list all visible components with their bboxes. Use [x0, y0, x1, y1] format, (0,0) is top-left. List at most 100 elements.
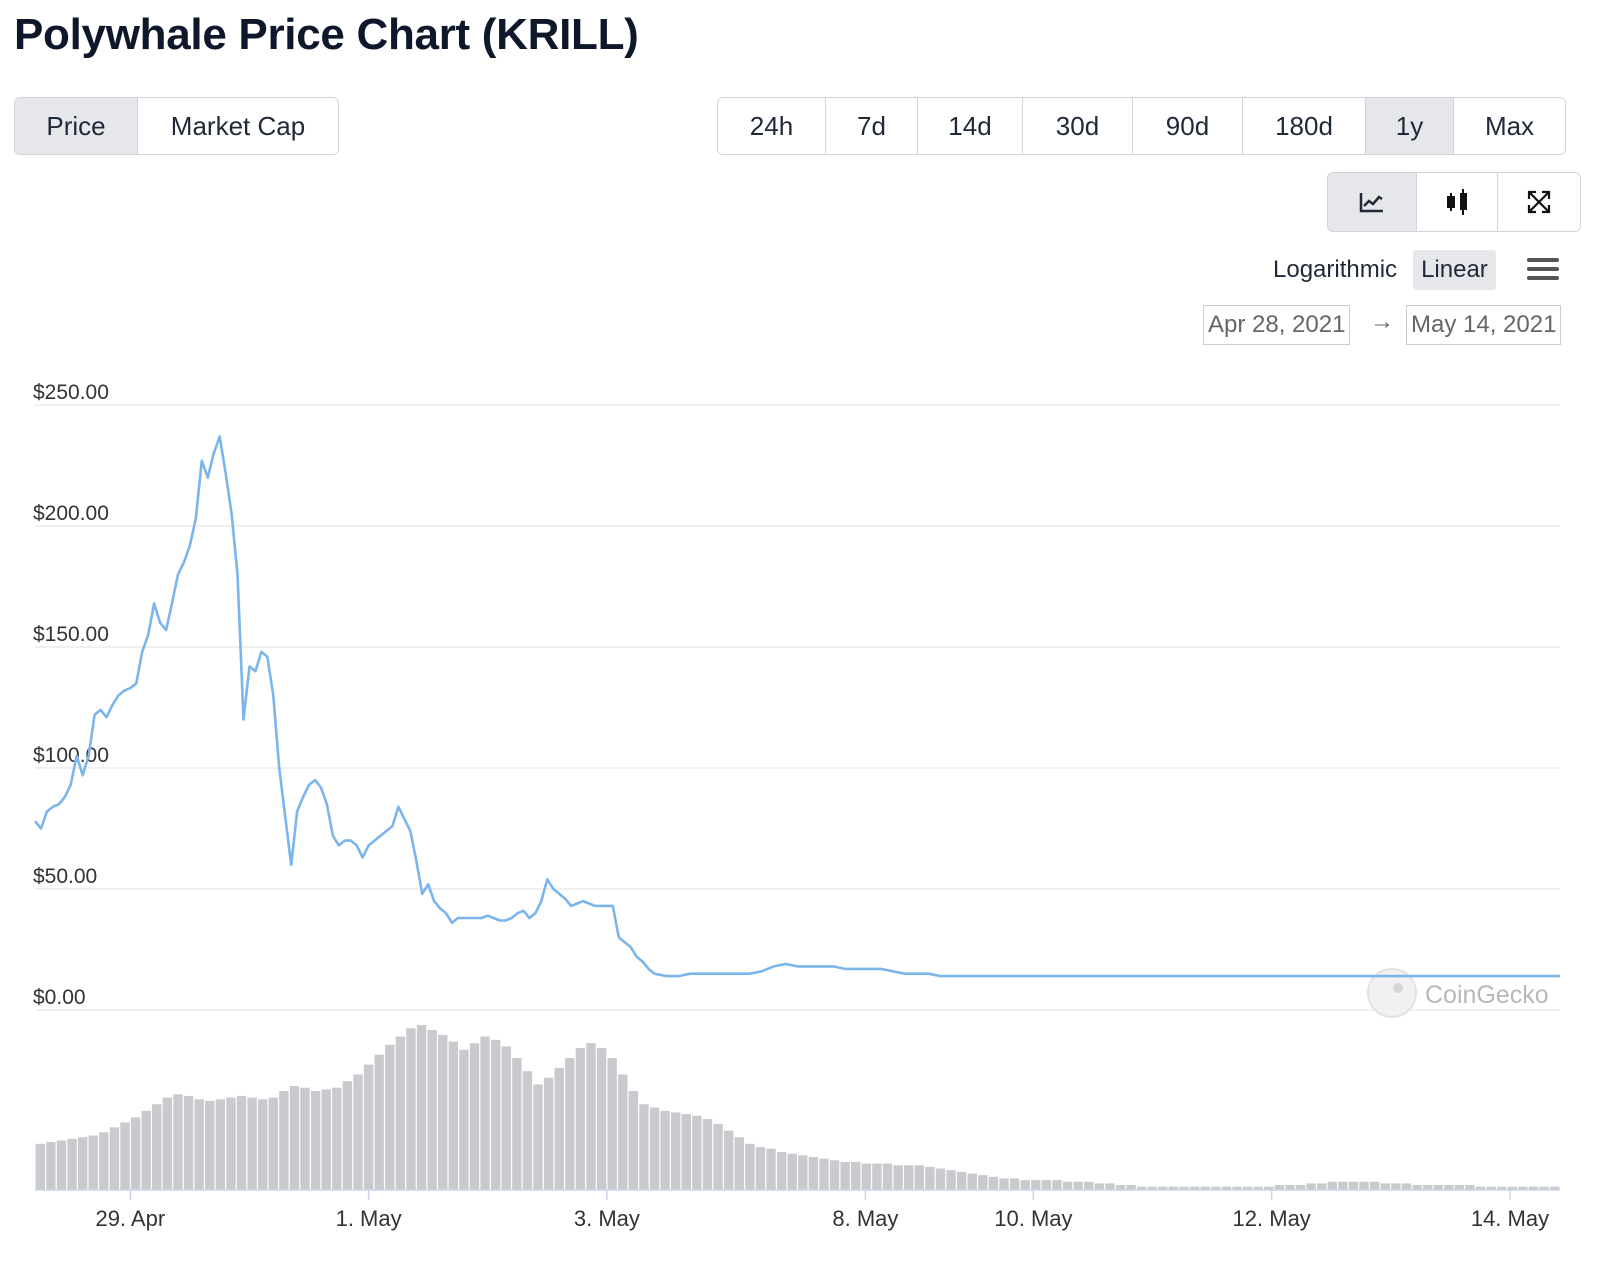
- volume-bar: [618, 1074, 628, 1190]
- volume-bar: [1412, 1185, 1422, 1190]
- range-1y[interactable]: 1y: [1366, 98, 1454, 154]
- volume-bar: [1168, 1186, 1179, 1190]
- volume-bar: [1264, 1186, 1274, 1190]
- volume-bar: [702, 1119, 713, 1190]
- volume-bar: [914, 1165, 924, 1190]
- volume-bar: [1433, 1185, 1443, 1190]
- volume-bar: [1211, 1186, 1221, 1190]
- volume-bar: [1507, 1186, 1518, 1190]
- volume-bar: [1486, 1186, 1496, 1190]
- range-max[interactable]: Max: [1484, 110, 1535, 141]
- x-tick-label: 10. May: [994, 1206, 1072, 1231]
- volume-bar: [480, 1036, 490, 1190]
- candlestick-button[interactable]: [1417, 173, 1498, 231]
- volume-bar: [46, 1142, 56, 1190]
- range-90d[interactable]: 90d: [1133, 98, 1243, 154]
- volume-bar: [99, 1132, 109, 1190]
- volume-bar: [448, 1041, 459, 1190]
- volume-bar: [416, 1025, 427, 1190]
- volume-bar: [1528, 1186, 1539, 1190]
- volume-bar: [607, 1058, 617, 1190]
- chart-type-tabs: [1327, 172, 1581, 232]
- y-tick-label: $150.00: [33, 623, 109, 646]
- volume-bar: [247, 1097, 257, 1190]
- volume-bar: [1115, 1185, 1126, 1190]
- volume-bar: [723, 1130, 734, 1190]
- linear-option[interactable]: Linear: [1413, 250, 1496, 290]
- volume-bar: [1136, 1186, 1147, 1190]
- date-from-input[interactable]: Apr 28, 2021: [1203, 305, 1351, 345]
- volume-bar: [893, 1165, 903, 1190]
- scale-toggle: Logarithmic Linear: [1265, 250, 1496, 290]
- volume-bar: [543, 1077, 554, 1190]
- volume-bar: [427, 1029, 437, 1190]
- volume-bar: [35, 1143, 45, 1190]
- volume-bar: [946, 1170, 956, 1190]
- tab-market-cap[interactable]: Market Cap: [170, 110, 306, 141]
- volume-bar: [490, 1039, 501, 1190]
- price-series-line: [33, 435, 1560, 978]
- volume-bar: [1158, 1186, 1168, 1190]
- date-to-input[interactable]: May 14, 2021: [1406, 305, 1562, 345]
- range-7d[interactable]: 7d: [826, 98, 918, 154]
- grid-lines: [35, 404, 1560, 1011]
- volume-bar: [1105, 1183, 1115, 1190]
- volume-bar: [1031, 1180, 1041, 1190]
- volume-bar: [628, 1091, 639, 1190]
- page-title: Polywhale Price Chart (KRILL): [14, 10, 639, 59]
- y-tick-label: $250.00: [33, 381, 109, 404]
- volume-bar: [1062, 1181, 1073, 1190]
- volume-bar: [374, 1054, 384, 1190]
- volume-bar: [1475, 1186, 1486, 1190]
- volume-bar: [120, 1122, 130, 1190]
- watermark-text: CoinGecko: [1425, 981, 1549, 1009]
- range-30d[interactable]: 30d: [1023, 98, 1133, 154]
- volume-bar: [819, 1158, 829, 1190]
- fullscreen-icon: [1527, 190, 1551, 214]
- y-tick-label: $200.00: [33, 502, 109, 525]
- menu-icon[interactable]: [1527, 258, 1559, 284]
- volume-bar: [787, 1153, 797, 1190]
- volume-bar: [1359, 1181, 1369, 1190]
- volume-bar: [77, 1137, 88, 1190]
- line-chart-button[interactable]: [1328, 173, 1417, 231]
- volume-bar: [236, 1095, 247, 1190]
- volume-bar: [999, 1178, 1009, 1190]
- volume-bar: [152, 1104, 162, 1190]
- y-tick-label: $50.00: [33, 865, 97, 888]
- volume-bar: [956, 1171, 967, 1190]
- volume-bar: [935, 1168, 946, 1190]
- price-chart: $0.00$50.00$100.00$150.00$200.00$250.00 …: [33, 381, 1560, 1231]
- range-180d[interactable]: 180d: [1243, 98, 1366, 154]
- volume-bar: [851, 1161, 861, 1190]
- range-24h[interactable]: 24h: [718, 98, 826, 154]
- volume-bar: [840, 1161, 850, 1190]
- volume-bar: [1179, 1186, 1189, 1190]
- logarithmic-option[interactable]: Logarithmic: [1273, 256, 1398, 283]
- volume-bar: [596, 1048, 607, 1190]
- volume-bar: [554, 1067, 564, 1190]
- volume-bar: [194, 1099, 204, 1190]
- volume-bar: [586, 1043, 596, 1190]
- volume-bar: [289, 1086, 300, 1190]
- volume-bar: [406, 1028, 416, 1190]
- range-14d[interactable]: 14d: [918, 98, 1023, 154]
- volume-bar: [522, 1071, 533, 1190]
- volume-bar: [978, 1175, 988, 1190]
- volume-bar: [1009, 1178, 1020, 1190]
- volume-bar: [1401, 1183, 1412, 1190]
- volume-bar: [713, 1124, 723, 1190]
- volume-bar: [872, 1163, 882, 1190]
- metric-tabs: Price Market Cap: [14, 97, 339, 155]
- volume-bar: [1094, 1183, 1105, 1190]
- volume-bar: [1391, 1183, 1401, 1190]
- volume-bar: [215, 1099, 226, 1190]
- volume-bar: [925, 1166, 935, 1190]
- volume-bar: [353, 1074, 363, 1190]
- x-tick-label: 1. May: [336, 1206, 402, 1231]
- tab-price[interactable]: Price: [15, 98, 138, 154]
- x-tick-label: 14. May: [1471, 1206, 1549, 1231]
- fullscreen-button[interactable]: [1498, 173, 1580, 231]
- volume-bar: [1232, 1186, 1242, 1190]
- volume-bar: [829, 1160, 840, 1190]
